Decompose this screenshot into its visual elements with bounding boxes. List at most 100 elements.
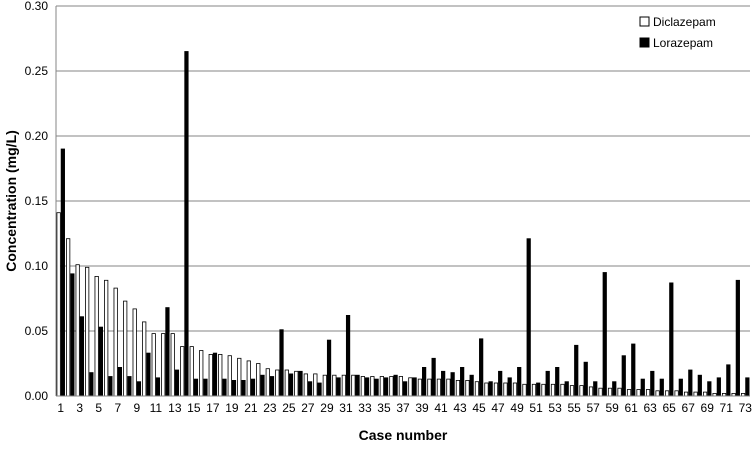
bar-diclazepam — [617, 387, 622, 397]
bar-diclazepam — [113, 287, 118, 397]
x-tick-label: 47 — [491, 401, 505, 415]
bar-diclazepam — [313, 373, 318, 397]
bar-diclazepam — [94, 275, 99, 397]
bar-diclazepam — [693, 391, 698, 397]
bar-diclazepam — [474, 381, 480, 397]
bar-lorazepam — [621, 355, 626, 397]
bar-lorazepam — [374, 378, 379, 397]
bar-lorazepam — [536, 382, 541, 397]
bar-lorazepam — [659, 378, 664, 397]
bar-lorazepam — [488, 381, 493, 397]
bar-lorazepam — [583, 361, 588, 397]
x-tick-label: 53 — [548, 401, 562, 415]
bar-lorazepam — [593, 381, 598, 397]
bar-lorazepam — [707, 381, 712, 397]
bar-lorazepam — [498, 370, 503, 397]
bar-diclazepam — [607, 387, 613, 397]
bar-lorazepam — [716, 377, 721, 397]
bar-diclazepam — [351, 374, 356, 397]
bar-diclazepam — [550, 383, 556, 397]
bar-diclazepam — [322, 374, 327, 397]
bar-diclazepam — [227, 355, 232, 397]
x-tick-label: 71 — [720, 401, 734, 415]
bar-lorazepam — [450, 372, 455, 397]
legend-swatch-diclazepam — [639, 16, 650, 27]
x-tick-label: 13 — [168, 401, 182, 415]
bar-lorazepam — [155, 377, 161, 397]
bar-diclazepam — [417, 378, 423, 397]
bar-diclazepam — [332, 374, 337, 397]
bar-diclazepam — [75, 264, 80, 397]
bar-lorazepam — [393, 374, 398, 397]
bar-lorazepam — [307, 381, 313, 397]
bar-lorazepam — [574, 344, 579, 397]
x-tick-label: 73 — [739, 401, 753, 415]
bar-diclazepam — [446, 378, 451, 397]
bar-diclazepam — [218, 353, 223, 397]
bar-diclazepam — [161, 333, 166, 397]
bar-lorazepam — [79, 316, 84, 397]
bar-lorazepam — [184, 51, 189, 397]
x-tick-label: 35 — [377, 401, 391, 415]
bar-diclazepam — [398, 376, 403, 397]
bar-diclazepam — [408, 377, 413, 397]
bar-lorazepam — [422, 366, 427, 397]
bar-diclazepam — [664, 390, 670, 397]
bar-lorazepam — [355, 374, 360, 397]
bar-diclazepam — [598, 387, 603, 397]
x-tick-label: 45 — [472, 401, 486, 415]
bar-lorazepam — [146, 352, 151, 397]
bar-diclazepam — [512, 382, 518, 397]
bar-diclazepam — [379, 376, 384, 397]
bar-lorazepam — [479, 338, 484, 397]
bar-lorazepam — [241, 379, 246, 397]
bar-lorazepam — [193, 378, 199, 397]
x-tick-label: 9 — [133, 401, 140, 415]
bar-lorazepam — [469, 374, 474, 397]
bar-diclazepam — [294, 370, 299, 397]
bar-diclazepam — [703, 391, 708, 397]
bar-diclazepam — [208, 353, 213, 397]
bar-lorazepam — [203, 378, 208, 397]
x-tick-label: 1 — [57, 401, 64, 415]
bar-lorazepam — [70, 273, 75, 397]
bar-diclazepam — [360, 376, 365, 397]
bar-lorazepam — [108, 376, 113, 397]
bar-lorazepam — [431, 357, 436, 397]
x-tick-label: 5 — [95, 401, 102, 415]
x-tick-label: 23 — [263, 401, 277, 415]
bar-diclazepam — [636, 389, 641, 397]
y-tick-label: 0.25 — [25, 64, 49, 78]
bar-diclazepam — [341, 374, 346, 397]
bar-diclazepam — [645, 389, 651, 397]
bar-diclazepam — [85, 266, 90, 397]
bar-lorazepam — [545, 370, 550, 397]
x-tick-label: 41 — [434, 401, 448, 415]
bar-lorazepam — [250, 378, 256, 397]
x-tick-labels: 1 3 5 7 9 11 13 15 17 19 21 23 25 27 29 31 33 35 37 39 41 43 4… — [57, 401, 752, 415]
bar-lorazepam — [222, 378, 227, 397]
bar-diclazepam — [237, 357, 242, 397]
bar-lorazepam — [650, 370, 655, 397]
bar-diclazepam — [674, 390, 679, 397]
legend-swatch-lorazepam — [639, 37, 650, 48]
x-tick-label: 49 — [510, 401, 524, 415]
bar-lorazepam — [165, 307, 170, 397]
bar-lorazepam — [326, 339, 332, 397]
bar-diclazepam — [569, 385, 575, 397]
bar-diclazepam — [123, 300, 128, 397]
bar-diclazepam — [389, 376, 394, 397]
bar-lorazepam — [564, 381, 569, 397]
bar-lorazepam — [669, 282, 674, 397]
bar-diclazepam — [180, 346, 185, 397]
bar-diclazepam — [104, 279, 109, 397]
bar-lorazepam — [336, 377, 341, 397]
bar-diclazepam — [531, 383, 537, 397]
bar-lorazepam — [612, 381, 617, 397]
x-tick-label: 17 — [206, 401, 220, 415]
x-tick-label: 67 — [682, 401, 696, 415]
bar-lorazepam — [697, 374, 702, 397]
x-tick-label: 15 — [187, 401, 201, 415]
bar-lorazepam — [260, 374, 265, 397]
